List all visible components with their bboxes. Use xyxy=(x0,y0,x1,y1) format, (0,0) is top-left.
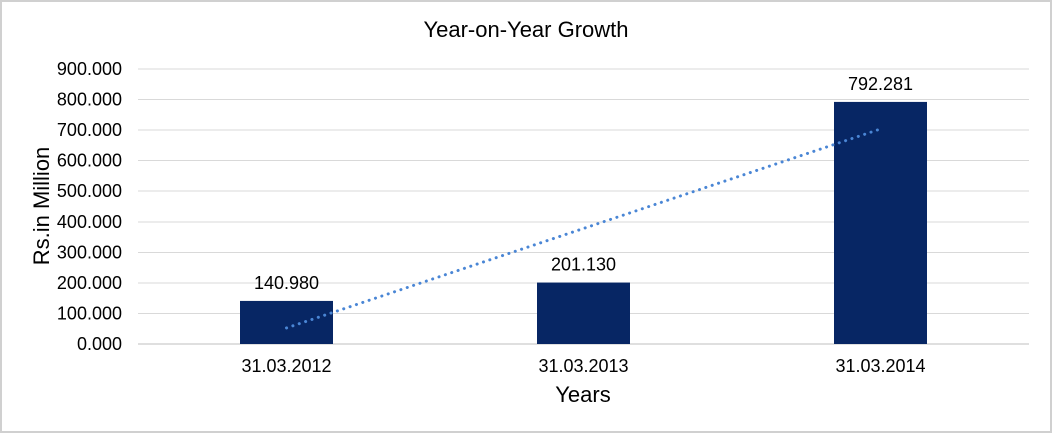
x-tick-label: 31.03.2013 xyxy=(538,356,628,376)
y-tick-label: 300.000 xyxy=(57,242,122,262)
bar-value-label: 201.130 xyxy=(551,255,616,275)
y-tick-label: 700.000 xyxy=(57,120,122,140)
bar xyxy=(240,300,333,344)
y-tick-label: 900.000 xyxy=(57,59,122,79)
x-tick-label: 31.03.2012 xyxy=(241,356,331,376)
x-tick-label: 31.03.2014 xyxy=(835,356,925,376)
trend-layer xyxy=(285,127,882,330)
y-axis-title: Rs.in Million xyxy=(29,147,54,266)
y-tick-label: 200.000 xyxy=(57,273,122,293)
bar xyxy=(834,101,927,344)
y-tick-label: 800.000 xyxy=(57,90,122,110)
bars-layer xyxy=(240,101,927,344)
bar-value-label: 792.281 xyxy=(848,74,913,94)
y-tick-label: 500.000 xyxy=(57,181,122,201)
text-layer: 0.000 100.000 200.000 300.000 400.000 500.000… xyxy=(57,59,926,376)
y-tick-label: 0.000 xyxy=(77,334,122,354)
trendline xyxy=(285,127,882,330)
x-axis-title: Years xyxy=(555,382,610,407)
chart-title: Year-on-Year Growth xyxy=(423,17,628,42)
bar-value-label: 140.980 xyxy=(254,273,319,293)
y-tick-label: 600.000 xyxy=(57,151,122,171)
y-tick-label: 400.000 xyxy=(57,212,122,232)
bar xyxy=(537,282,630,344)
y-tick-label: 100.000 xyxy=(57,303,122,323)
